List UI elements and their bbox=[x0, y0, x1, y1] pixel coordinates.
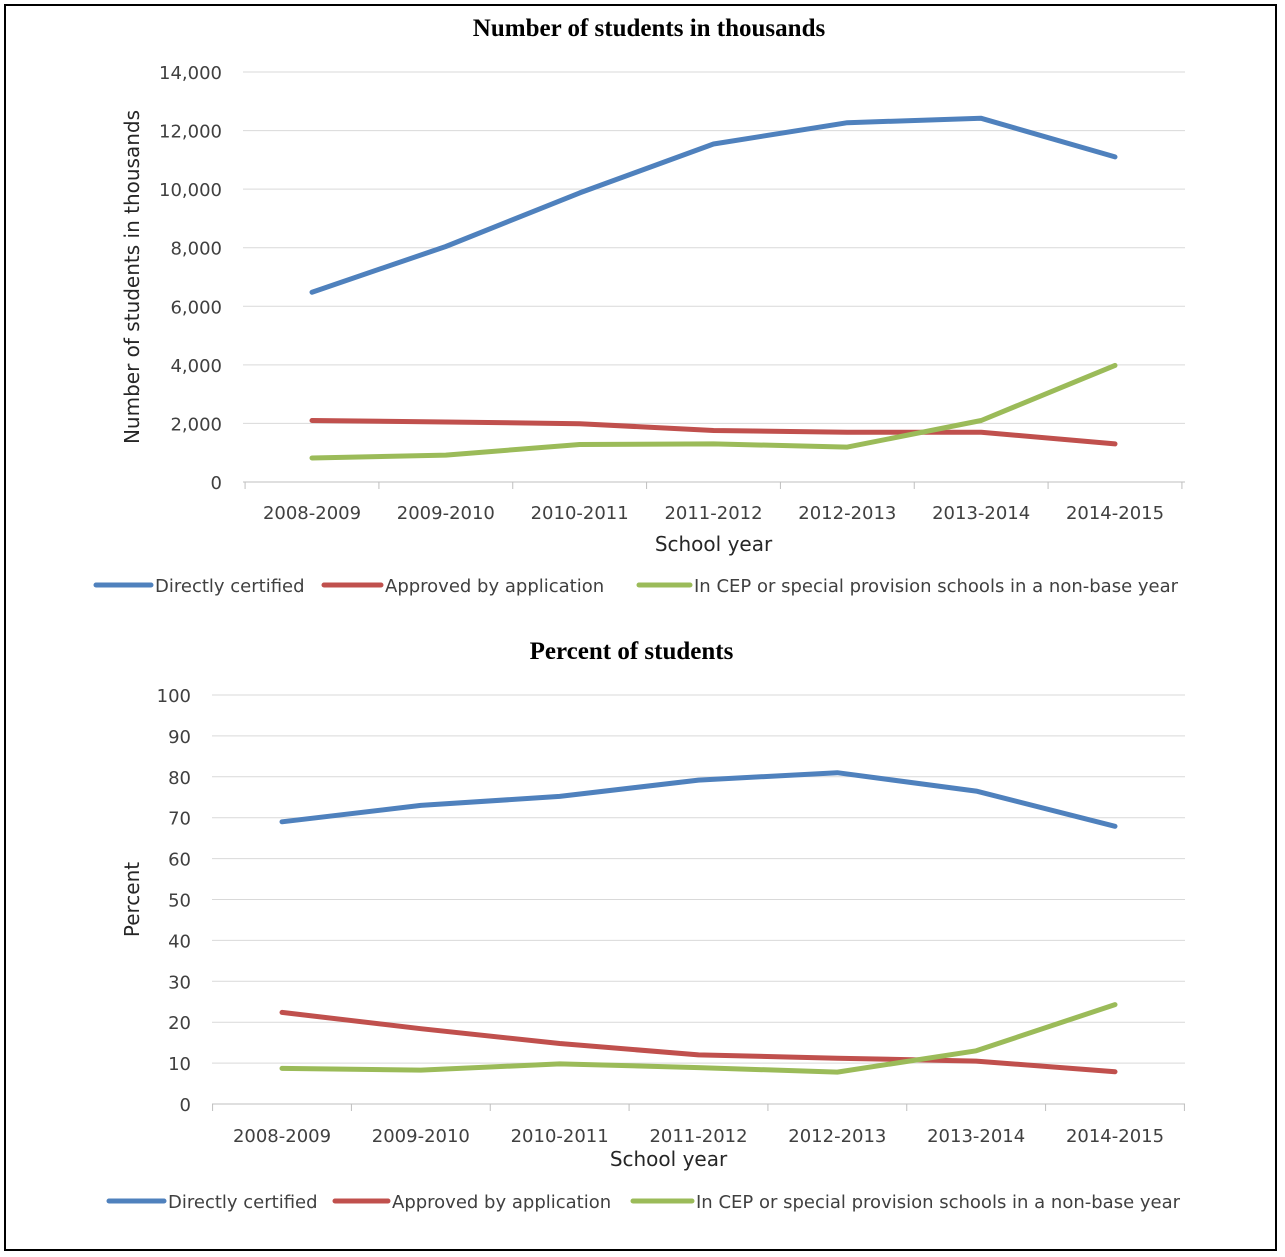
chart1-y-tick-label: 4,000 bbox=[170, 356, 222, 377]
chart2-series-in-cep-or-special-provision-schools-in-a-non-base-year bbox=[279, 1002, 1118, 1075]
chart1-series-directly-certified bbox=[309, 115, 1118, 295]
chart2-y-tick-label: 100 bbox=[157, 686, 191, 707]
chart1-x-tick-label: 2008-2009 bbox=[263, 503, 361, 524]
chart2-y-tick-label: 10 bbox=[168, 1054, 191, 1075]
chart2-x-tick-label: 2014-2015 bbox=[1066, 1126, 1164, 1147]
chart2-series-directly-certified bbox=[279, 770, 1118, 829]
chart1-legend-label-directly-certified: Directly certified bbox=[155, 576, 305, 597]
chart1-x-tick-label: 2014-2015 bbox=[1066, 503, 1164, 524]
chart2-x-tick-label: 2013-2014 bbox=[927, 1126, 1025, 1147]
chart1-y-tick-label: 0 bbox=[211, 473, 222, 494]
chart2-y-tick-label: 0 bbox=[180, 1095, 191, 1116]
chart2-y-tick-label: 30 bbox=[168, 972, 191, 993]
figure-frame bbox=[4, 4, 1277, 1251]
chart1-x-tick-label: 2010-2011 bbox=[531, 503, 629, 524]
chart1-x-tick-label: 2012-2013 bbox=[798, 503, 896, 524]
chart1-series-approved-by-application bbox=[309, 418, 1118, 447]
chart2-legend-label-directly-certified: Directly certified bbox=[168, 1192, 318, 1213]
chart2-legend-label-in-cep-or-special-provision-schools-in-a-non-base-year: In CEP or special provision schools in a… bbox=[696, 1192, 1181, 1213]
chart2-y-tick-label: 60 bbox=[168, 850, 191, 871]
chart1-y-tick-label: 6,000 bbox=[170, 297, 222, 318]
chart2-y-tick-label: 90 bbox=[168, 727, 191, 748]
chart1-series-in-cep-or-special-provision-schools-in-a-non-base-year bbox=[309, 362, 1118, 461]
chart1-y-tick-label: 2,000 bbox=[170, 414, 222, 435]
chart1-legend-label-approved-by-application: Approved by application bbox=[385, 576, 604, 597]
chart2-x-tick-label: 2010-2011 bbox=[511, 1126, 609, 1147]
chart2-y-axis-title: Percent bbox=[120, 862, 144, 937]
chart1-y-tick-label: 14,000 bbox=[159, 63, 222, 84]
chart2-series-approved-by-application bbox=[279, 1009, 1118, 1075]
chart1-legend-label-in-cep-or-special-provision-schools-in-a-non-base-year: In CEP or special provision schools in a… bbox=[694, 576, 1179, 597]
chart1-title: Number of students in thousands bbox=[473, 15, 826, 42]
chart1-y-tick-label: 10,000 bbox=[159, 180, 222, 201]
chart2-x-tick-label: 2009-2010 bbox=[372, 1126, 470, 1147]
chart1-x-tick-label: 2011-2012 bbox=[664, 503, 762, 524]
chart1-y-axis-title: Number of students in thousands bbox=[120, 110, 144, 444]
chart1-y-tick-label: 8,000 bbox=[170, 239, 222, 260]
chart1-y-tick-label: 12,000 bbox=[159, 122, 222, 143]
chart2-x-axis-title: School year bbox=[610, 1147, 728, 1171]
chart2-y-tick-label: 40 bbox=[168, 931, 191, 952]
chart2-y-tick-label: 70 bbox=[168, 809, 191, 830]
chart2-y-tick-label: 50 bbox=[168, 891, 191, 912]
chart2-x-tick-label: 2011-2012 bbox=[649, 1126, 747, 1147]
chart1-x-tick-label: 2013-2014 bbox=[932, 503, 1030, 524]
chart2-legend-label-approved-by-application: Approved by application bbox=[392, 1192, 611, 1213]
chart1-x-axis-title: School year bbox=[655, 532, 773, 556]
chart2-y-tick-label: 20 bbox=[168, 1013, 191, 1034]
chart2-x-tick-label: 2008-2009 bbox=[233, 1126, 331, 1147]
chart2-y-tick-label: 80 bbox=[168, 768, 191, 789]
chart2-x-tick-label: 2012-2013 bbox=[788, 1126, 886, 1147]
chart1-x-tick-label: 2009-2010 bbox=[397, 503, 495, 524]
chart2-title: Percent of students bbox=[530, 638, 734, 665]
